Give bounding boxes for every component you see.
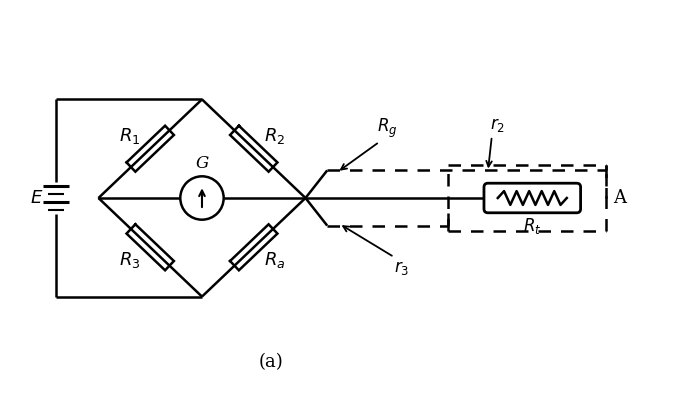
Text: (a): (a) <box>259 353 283 371</box>
Text: G: G <box>195 155 208 172</box>
Text: $R_3$: $R_3$ <box>119 250 140 270</box>
Text: $r_2$: $r_2$ <box>490 116 505 134</box>
Text: $R_1$: $R_1$ <box>119 126 140 146</box>
Text: $R_2$: $R_2$ <box>264 126 285 146</box>
Text: $R_a$: $R_a$ <box>264 250 285 270</box>
Text: $E$: $E$ <box>29 189 43 207</box>
FancyBboxPatch shape <box>484 183 581 213</box>
Text: $R_t$: $R_t$ <box>523 216 542 236</box>
Text: $R_g$: $R_g$ <box>378 117 398 140</box>
Text: $r_3$: $r_3$ <box>394 259 410 277</box>
Text: A: A <box>613 189 626 207</box>
